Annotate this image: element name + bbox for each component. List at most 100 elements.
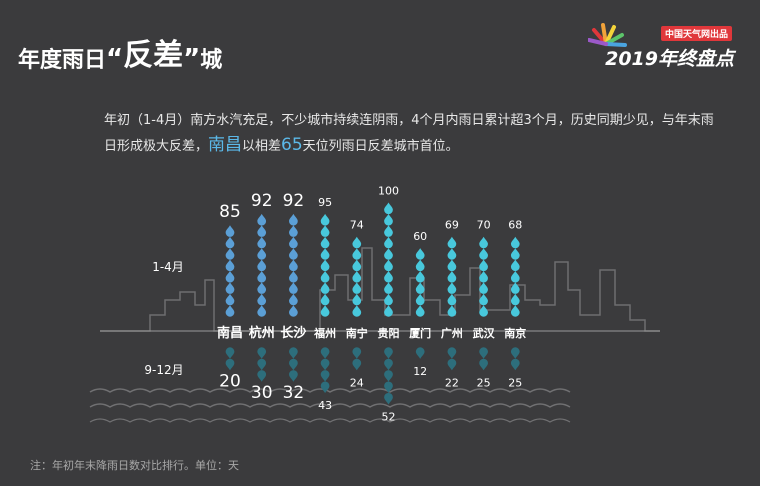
rain-drop-jan-apr — [384, 259, 393, 272]
rain-drop-jan-apr — [352, 236, 362, 249]
rain-drop-sep-dec — [225, 358, 235, 371]
value-label-jan-apr: 70 — [477, 219, 491, 232]
rain-drop-jan-apr — [225, 293, 235, 306]
rain-drop-jan-apr — [289, 305, 298, 317]
rain-drop-jan-apr — [510, 282, 520, 294]
title-part2: 城 — [200, 48, 223, 73]
rain-drop-jan-apr — [257, 248, 267, 260]
rain-drop-jan-apr — [225, 305, 235, 317]
rain-drop-jan-apr — [447, 305, 457, 317]
city-label: 贵阳 — [378, 326, 400, 340]
rain-drop-jan-apr — [257, 259, 267, 272]
rain-drop-jan-apr — [479, 270, 488, 283]
title-part1: 年度雨日 — [18, 48, 107, 73]
rain-drop-jan-apr — [257, 213, 267, 226]
rain-drop-jan-apr — [384, 202, 393, 215]
rain-drop-sep-dec — [447, 347, 457, 359]
value-label-sep-dec: 30 — [251, 383, 273, 403]
value-label-jan-apr: 85 — [219, 202, 241, 222]
rain-drop-jan-apr — [510, 270, 520, 283]
rain-drop-jan-apr — [257, 305, 267, 317]
city-skyline — [100, 247, 660, 332]
rain-drop-jan-apr — [289, 270, 298, 283]
city-label: 武汉 — [473, 326, 496, 340]
intro-city: 南昌 — [208, 135, 243, 155]
wave-line — [89, 388, 571, 393]
rain-drop-jan-apr — [447, 259, 457, 272]
rain-drop-jan-apr — [289, 282, 298, 294]
brand-subtitle: 中国天气网出品 — [660, 26, 732, 41]
rain-drop-jan-apr — [320, 305, 330, 317]
value-labels: 85 南昌 20 92 杭州 30 92 长沙 32 95 福州 43 74 南宁 24 100 贵阳 52 60 厦… — [217, 184, 526, 423]
footnote: 注：年初年末降雨日数对比排行。单位：天 — [30, 459, 239, 472]
value-label-jan-apr: 92 — [251, 191, 273, 211]
rain-drop-jan-apr — [415, 305, 425, 317]
rain-drop-jan-apr — [257, 236, 267, 249]
rain-drop-jan-apr — [384, 282, 393, 294]
title-open-quote: “ — [106, 44, 124, 74]
rain-drop-jan-apr — [479, 293, 488, 306]
value-label-jan-apr: 68 — [508, 219, 522, 232]
rain-drop-jan-apr — [320, 270, 330, 283]
value-label-sep-dec: 43 — [318, 399, 332, 412]
rain-drop-jan-apr — [447, 282, 457, 294]
rain-drop-jan-apr — [447, 293, 457, 306]
rain-drop-jan-apr — [415, 259, 425, 272]
rain-drop-jan-apr — [320, 225, 330, 237]
rain-drop-jan-apr — [289, 236, 298, 249]
value-label-jan-apr: 74 — [350, 219, 364, 232]
rain-drop-jan-apr — [384, 225, 393, 237]
rain-drop-jan-apr — [384, 270, 393, 283]
rain-drop-jan-apr — [510, 236, 520, 249]
rain-drop-jan-apr — [479, 282, 488, 294]
title-close-quote: ” — [183, 44, 201, 74]
rain-drop-sep-dec — [320, 347, 330, 359]
rain-drop-sep-dec — [225, 347, 235, 359]
rain-drop-sep-dec — [289, 358, 298, 371]
rain-drop-sep-dec — [289, 347, 298, 359]
rain-drop-sep-dec — [352, 358, 362, 371]
rain-drop-sep-dec — [320, 358, 330, 371]
rain-drop-jan-apr — [289, 293, 298, 306]
rain-drop-sep-dec — [257, 358, 267, 371]
rain-drop-jan-apr — [225, 236, 235, 249]
value-label-sep-dec: 12 — [413, 365, 427, 378]
intro-text-2: 以相差 — [242, 139, 282, 154]
rain-drop-sep-dec — [320, 381, 330, 394]
rain-drop-jan-apr — [352, 259, 362, 272]
brand-logo: 中国天气网出品 2019年终盘点 — [587, 14, 738, 70]
rain-drop-sep-dec — [384, 370, 393, 382]
rain-drop-sep-dec — [479, 347, 488, 359]
rain-drop-jan-apr — [479, 248, 488, 260]
rain-drop-sep-dec — [384, 392, 393, 405]
rain-drop-sep-dec — [384, 358, 393, 371]
rain-drop-sep-dec — [384, 381, 393, 394]
rain-drop-jan-apr — [447, 248, 457, 260]
city-label: 南宁 — [346, 326, 368, 340]
rain-drop-jan-apr — [384, 293, 393, 306]
title-highlight: 反差 — [123, 38, 184, 73]
value-label-sep-dec: 22 — [445, 376, 459, 389]
value-label-sep-dec: 24 — [350, 376, 364, 389]
intro-text-1: 年初（1-4月）南方水汽充足，不少城市持续连阴雨，4个月内雨日累计超3个月，历史… — [104, 113, 714, 154]
page-title: 年度雨日 “ 反差 ” 城 — [18, 30, 222, 74]
rain-drop-jan-apr — [510, 293, 520, 306]
value-label-sep-dec: 52 — [382, 411, 396, 424]
rain-drop-jan-apr — [257, 270, 267, 283]
rain-drop-jan-apr — [415, 270, 425, 283]
legend-label-jan-apr: 1-4月 — [152, 260, 184, 274]
rain-drop-jan-apr — [225, 259, 235, 272]
city-label: 广州 — [441, 326, 463, 340]
skyline-outline — [100, 247, 660, 332]
value-label-jan-apr: 69 — [445, 219, 459, 232]
brand-main-title: 2019年终盘点 — [605, 48, 734, 70]
value-label-jan-apr: 92 — [283, 191, 305, 211]
rain-drop-jan-apr — [257, 282, 267, 294]
rain-drop-jan-apr — [257, 225, 267, 237]
rain-drop-jan-apr — [384, 248, 393, 260]
value-label-sep-dec: 20 — [219, 371, 241, 391]
rain-drop-jan-apr — [510, 248, 520, 260]
rain-drop-jan-apr — [510, 259, 520, 272]
city-label: 南昌 — [217, 325, 243, 341]
